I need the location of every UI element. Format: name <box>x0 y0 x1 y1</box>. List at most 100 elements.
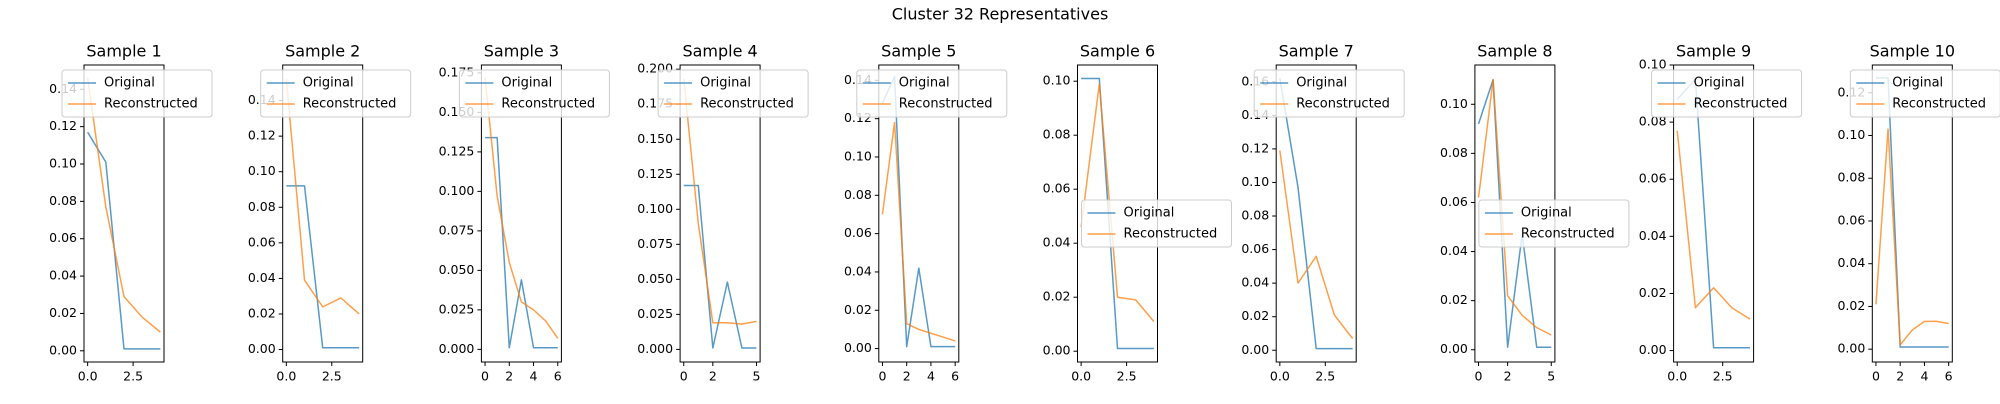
series-line <box>86 131 161 350</box>
series-line <box>1477 78 1552 349</box>
series-line <box>1081 77 1154 350</box>
y-tick-label: 0.00 <box>1043 343 1071 358</box>
y-tick-label: 0.125 <box>439 143 475 158</box>
legend-label: Original <box>1694 76 1745 91</box>
series-line <box>1477 78 1552 336</box>
x-tick-label: 2.5 <box>123 369 143 384</box>
legend-label: Reconstructed <box>700 97 794 112</box>
legend: Original Reconstructed <box>657 69 809 118</box>
y-tick-label: 0.08 <box>1241 208 1269 223</box>
legend-label: Original <box>1124 206 1175 221</box>
y-tick-label: 0.10 <box>248 163 276 178</box>
y-tick-label: 0.100 <box>637 201 673 216</box>
subplot-title: Sample 1 <box>86 42 161 61</box>
y-tick-label: 0.06 <box>248 234 276 249</box>
axes-frame <box>878 64 960 363</box>
y-tick-label: 0.075 <box>439 222 475 237</box>
legend: Original Reconstructed <box>1081 199 1232 248</box>
subplot-title: Sample 7 <box>1279 42 1354 61</box>
series-line <box>1279 78 1353 350</box>
subplot: 0.000.020.040.060.080.100.0 2.5OriginalRe… <box>1043 42 1232 384</box>
subplot: 0.0000.0250.0500.0750.1000.1250.1500.175… <box>637 42 809 384</box>
x-tick-label: 4 <box>927 369 935 384</box>
subplot-title: Sample 8 <box>1477 42 1552 61</box>
y-tick-label: 0.10 <box>844 148 872 163</box>
y-tick-label: 0.06 <box>1440 194 1468 209</box>
subplot: 0.000.020.040.060.080.100.120.140.160.02… <box>1241 42 1405 384</box>
x-tick-label: 4 <box>530 369 538 384</box>
x-tick-label: 0.0 <box>1071 369 1091 384</box>
series-line <box>1875 77 1949 348</box>
y-tick-label: 0.08 <box>49 193 77 208</box>
y-tick-label: 0.02 <box>1043 289 1071 304</box>
y-tick-label: 0.02 <box>1440 292 1468 307</box>
legend-frame <box>458 69 610 118</box>
subplot: 0.000.020.040.060.080.100.0 2.5OriginalRe… <box>1639 42 1803 384</box>
x-tick-label: 6 <box>951 369 959 384</box>
x-tick-label: 6 <box>554 369 562 384</box>
subplot-title: Sample 4 <box>682 42 757 61</box>
y-tick-label: 0.06 <box>1837 212 1865 227</box>
y-tick-label: 0.000 <box>439 341 475 356</box>
legend-label: Original <box>1296 76 1347 91</box>
subplot: 0.000.020.040.060.080.100.120.140246Orig… <box>844 42 1008 384</box>
y-tick-label: 0.050 <box>439 262 475 277</box>
x-tick-label: 2 <box>709 369 717 384</box>
legend: Original Reconstructed <box>856 69 1008 118</box>
axes-frame <box>282 64 364 363</box>
y-tick-label: 0.04 <box>49 268 77 283</box>
y-tick-label: 0.10 <box>1043 73 1071 88</box>
y-tick-label: 0.08 <box>1837 170 1865 185</box>
legend-label: Original <box>899 76 950 91</box>
y-tick-label: 0.00 <box>1837 341 1865 356</box>
series-line <box>1676 78 1750 349</box>
series-line <box>485 136 558 349</box>
x-tick-label: 6 <box>1945 369 1953 384</box>
x-tick-label: 0.0 <box>78 369 98 384</box>
y-tick-label: 0.02 <box>49 305 77 320</box>
y-tick-label: 0.025 <box>637 306 673 321</box>
y-tick-label: 0.12 <box>1241 140 1269 155</box>
legend-label: Reconstructed <box>1521 227 1615 242</box>
legend-label: Original <box>1521 206 1572 221</box>
series-line <box>86 77 161 333</box>
series-line <box>484 77 559 339</box>
y-tick-label: 0.12 <box>49 118 77 133</box>
legend: Original Reconstructed <box>1849 69 2000 118</box>
y-tick-label: 0.000 <box>637 341 673 356</box>
y-tick-label: 0.04 <box>1241 275 1269 290</box>
legend: Original Reconstructed <box>1478 199 1630 248</box>
legend-label: Reconstructed <box>1124 227 1218 242</box>
subplot-title: Sample 10 <box>1870 42 1955 61</box>
axes-frame <box>1871 64 1953 363</box>
legend: Original Reconstructed <box>260 69 412 118</box>
legend-label: Reconstructed <box>1296 97 1390 112</box>
x-tick-label: 2.5 <box>1713 369 1733 384</box>
axes-frame <box>480 64 562 363</box>
y-tick-label: 0.02 <box>1639 285 1667 300</box>
x-tick-label: 2 <box>1504 369 1512 384</box>
subplot-title: Sample 2 <box>285 42 360 61</box>
x-tick-label: 2.5 <box>322 369 342 384</box>
subplot: 0.000.020.040.060.080.100.120.140.02.5Or… <box>49 42 213 384</box>
y-tick-label: 0.050 <box>637 271 673 286</box>
legend-label: Reconstructed <box>501 97 595 112</box>
y-tick-label: 0.10 <box>1241 174 1269 189</box>
legend-label: Reconstructed <box>1892 97 1986 112</box>
series-line <box>1676 130 1751 320</box>
y-tick-label: 0.02 <box>1241 308 1269 323</box>
x-tick-label: 2 <box>903 369 911 384</box>
subplot-title: Sample 9 <box>1676 42 1751 61</box>
series-line <box>1875 128 1949 346</box>
y-tick-label: 0.08 <box>248 199 276 214</box>
legend-frame <box>260 69 412 118</box>
y-tick-label: 0.10 <box>1837 127 1865 142</box>
y-tick-label: 0.00 <box>1241 342 1269 357</box>
x-tick-label: 4 <box>1920 369 1928 384</box>
legend-label: Original <box>700 76 751 91</box>
y-tick-label: 0.02 <box>1837 298 1865 313</box>
legend-label: Original <box>1892 76 1943 91</box>
y-tick-label: 0.10 <box>1639 57 1667 72</box>
y-tick-label: 0.04 <box>1837 255 1865 270</box>
